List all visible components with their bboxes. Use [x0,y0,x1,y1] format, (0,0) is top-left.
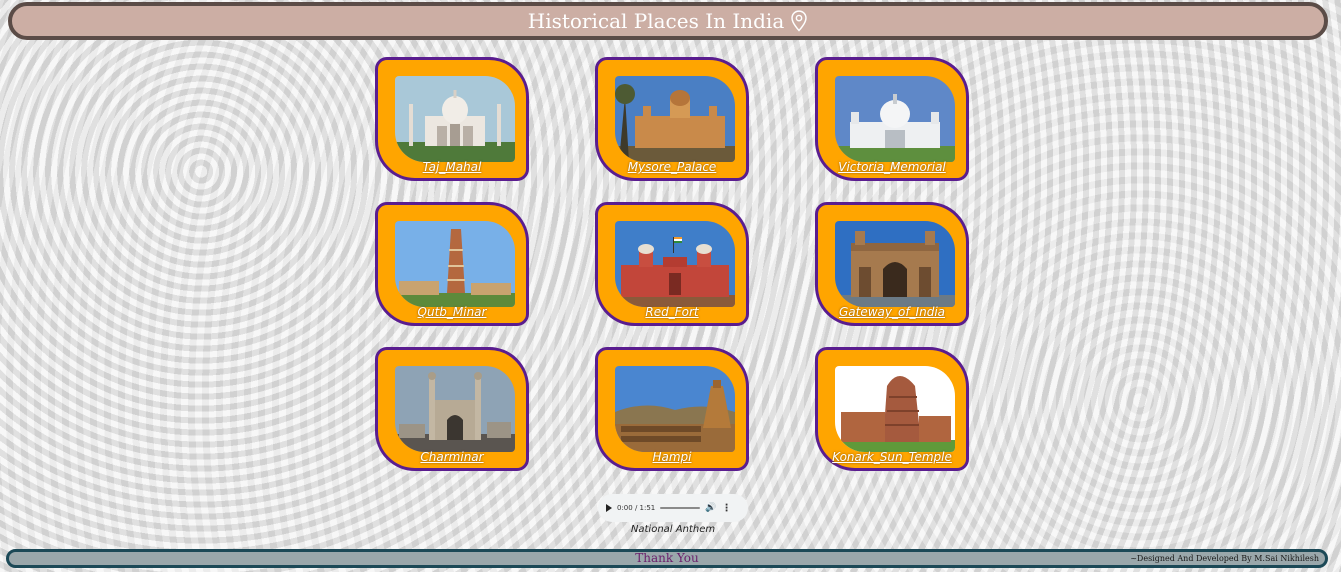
card-mysore-palace[interactable]: Mysore_Palace [595,57,749,181]
gateway-of-india-photo [835,221,955,307]
audio-time: 0:00 / 1:51 [617,504,656,512]
card-label: Victoria_Memorial [838,160,946,174]
card-charminar[interactable]: Charminar [375,347,529,471]
card-label: Qutb_Minar [417,305,487,319]
card-label: Mysore_Palace [627,160,717,174]
konark-sun-temple-photo [835,366,955,452]
card-label: Hampi [652,450,692,464]
card-label: Konark_Sun_Temple [832,450,952,464]
hampi-photo [615,366,735,452]
card-qutb-minar[interactable]: Qutb_Minar [375,202,529,326]
card-gateway-of-india[interactable]: Gateway_of_India [815,202,969,326]
more-options-icon[interactable]: ⋮ [721,502,732,514]
card-victoria-memorial[interactable]: Victoria_Memorial [815,57,969,181]
audio-progress-bar[interactable] [660,507,701,509]
charminar-photo [395,366,515,452]
card-label: Charminar [420,450,484,464]
victoria-memorial-photo [835,76,955,162]
taj-mahal-photo [395,76,515,162]
card-taj-mahal[interactable]: Taj_Mahal [375,57,529,181]
qutb-minar-photo [395,221,515,307]
credit-text: ~Designed And Developed By M.Sai Nikhile… [1130,554,1319,563]
card-label: Red_Fort [645,305,699,319]
card-konark-sun-temple[interactable]: Konark_Sun_Temple [815,347,969,471]
audio-player[interactable]: 0:00 / 1:51 🔊 ⋮ [598,494,748,522]
play-icon[interactable] [606,504,612,512]
audio-caption: National Anthem [630,524,716,535]
volume-icon[interactable]: 🔊 [705,503,717,513]
location-pin-icon [791,10,807,32]
page-header: Historical Places In India [8,2,1328,40]
page-footer: Thank You ~Designed And Developed By M.S… [6,549,1328,568]
page-title: Historical Places In India [527,9,785,33]
card-label: Taj_Mahal [422,160,482,174]
thank-you-text: Thank You [635,551,699,565]
card-hampi[interactable]: Hampi [595,347,749,471]
card-label: Gateway_of_India [838,305,946,319]
red-fort-photo [615,221,735,307]
card-red-fort[interactable]: Red_Fort [595,202,749,326]
mysore-palace-photo [615,76,735,162]
